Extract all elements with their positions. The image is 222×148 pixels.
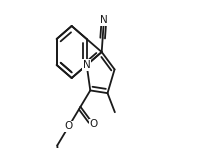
- Text: N: N: [83, 60, 91, 70]
- Text: N: N: [100, 15, 108, 25]
- Text: O: O: [89, 119, 97, 129]
- Text: O: O: [65, 121, 73, 131]
